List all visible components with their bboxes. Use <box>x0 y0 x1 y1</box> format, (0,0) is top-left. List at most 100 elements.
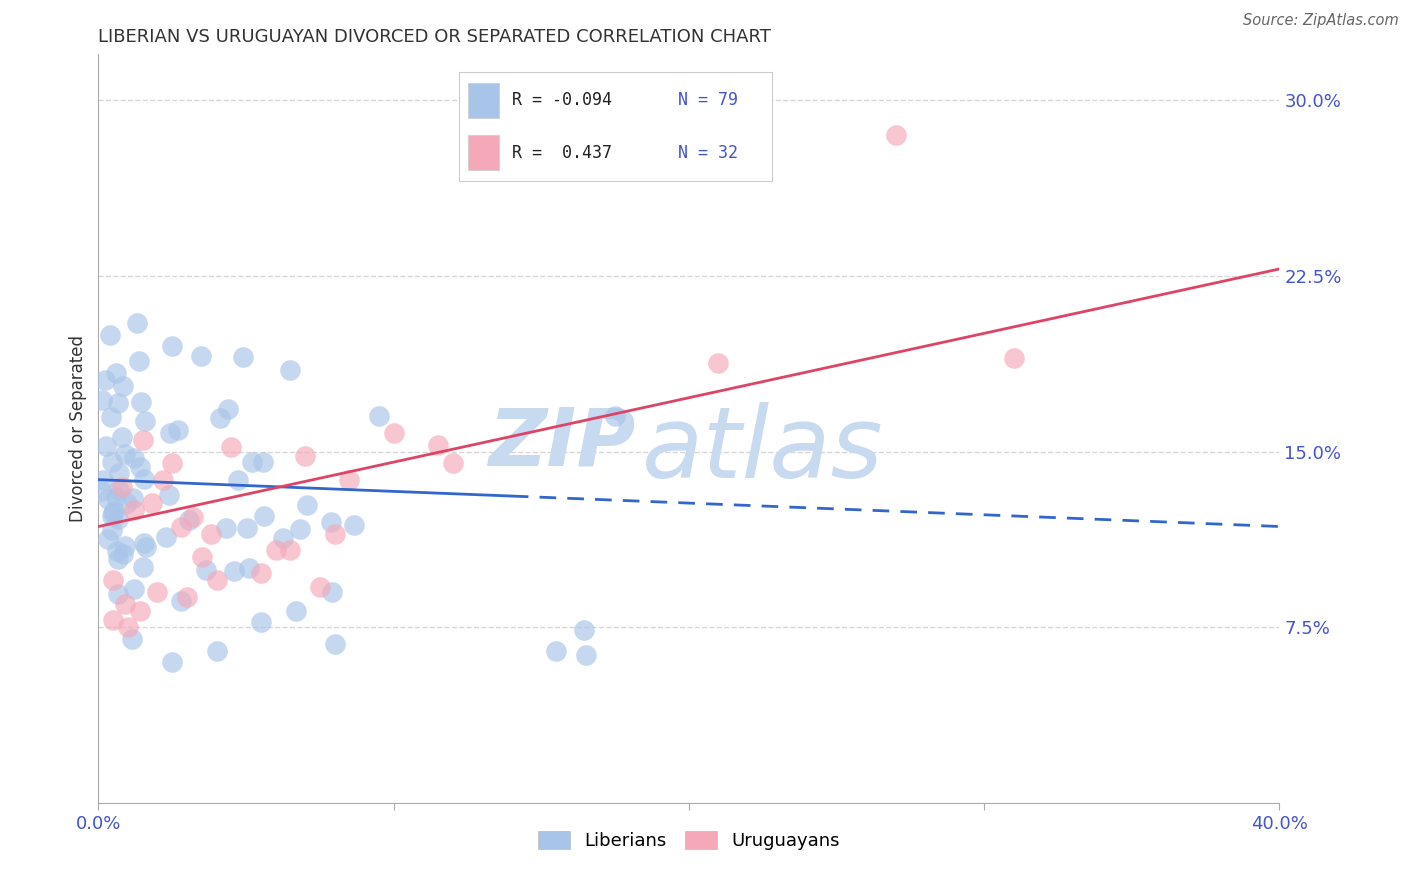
Point <box>121 632 143 647</box>
Point <box>323 526 346 541</box>
Point <box>321 584 343 599</box>
Point <box>238 560 260 574</box>
Point <box>1002 351 1025 365</box>
Point <box>107 512 129 526</box>
Point <box>100 508 122 523</box>
Point <box>96 491 118 506</box>
Point <box>107 543 129 558</box>
Point <box>162 655 183 669</box>
Point <box>103 504 125 518</box>
Point <box>90 393 112 408</box>
Point <box>159 426 181 441</box>
Point <box>132 433 155 447</box>
Point <box>575 648 598 663</box>
Point <box>122 503 145 517</box>
Point <box>323 637 346 651</box>
Point <box>252 455 274 469</box>
Point <box>441 456 464 470</box>
Point <box>368 409 391 424</box>
Point <box>101 523 124 537</box>
Point <box>294 450 316 464</box>
Point <box>107 587 129 601</box>
Point <box>128 354 150 368</box>
Point <box>146 585 169 599</box>
Point <box>157 488 180 502</box>
Point <box>132 535 155 549</box>
Point <box>240 455 263 469</box>
Point <box>190 349 212 363</box>
Point <box>101 455 124 469</box>
Point <box>125 316 148 330</box>
Point <box>228 473 250 487</box>
Point <box>382 425 405 440</box>
Point <box>605 409 627 424</box>
Point <box>169 593 191 607</box>
Point <box>105 490 128 504</box>
Point <box>98 327 121 342</box>
Point <box>250 615 273 630</box>
Point <box>122 451 145 466</box>
Point <box>97 532 120 546</box>
Point <box>205 643 228 657</box>
Point <box>152 473 174 487</box>
Point <box>111 480 134 494</box>
Point <box>162 339 183 353</box>
Point <box>264 542 287 557</box>
Point <box>100 409 122 424</box>
Point <box>129 394 152 409</box>
Point <box>111 430 134 444</box>
Point <box>574 623 596 637</box>
Point <box>215 520 238 534</box>
Point <box>90 484 112 499</box>
Point <box>114 597 136 611</box>
Point <box>107 466 129 480</box>
Point <box>135 541 157 555</box>
Point <box>166 423 188 437</box>
Point <box>707 356 730 370</box>
Point <box>112 378 135 392</box>
Point <box>235 521 257 535</box>
Point <box>191 549 214 564</box>
Point <box>217 401 239 416</box>
Point <box>115 496 138 510</box>
Legend: Liberians, Uruguayans: Liberians, Uruguayans <box>530 823 848 857</box>
Point <box>91 474 114 488</box>
Point <box>194 563 217 577</box>
Point <box>271 531 294 545</box>
Point <box>122 491 145 506</box>
Point <box>155 529 177 543</box>
Text: Source: ZipAtlas.com: Source: ZipAtlas.com <box>1243 13 1399 29</box>
Point <box>253 509 276 524</box>
Point <box>250 566 273 581</box>
Point <box>546 643 568 657</box>
Point <box>107 396 129 410</box>
Point <box>280 542 302 557</box>
Point <box>103 613 125 627</box>
Point <box>128 460 150 475</box>
Point <box>232 350 254 364</box>
Point <box>321 515 343 529</box>
Point <box>285 604 308 618</box>
Point <box>132 560 155 574</box>
Point <box>111 548 134 562</box>
Point <box>205 574 228 588</box>
Point <box>103 506 125 520</box>
Point <box>103 574 125 588</box>
Y-axis label: Divorced or Separated: Divorced or Separated <box>69 334 87 522</box>
Point <box>108 483 131 497</box>
Point <box>309 581 332 595</box>
Point <box>222 564 245 578</box>
Point <box>94 373 117 387</box>
Point <box>105 366 128 380</box>
Point <box>221 440 243 454</box>
Point <box>134 414 156 428</box>
Point <box>884 128 907 143</box>
Point <box>162 456 183 470</box>
Point <box>427 437 450 451</box>
Text: atlas: atlas <box>641 402 883 500</box>
Point <box>209 411 232 425</box>
Point <box>117 620 139 634</box>
Point <box>114 448 136 462</box>
Point <box>343 518 366 533</box>
Point <box>176 590 198 604</box>
